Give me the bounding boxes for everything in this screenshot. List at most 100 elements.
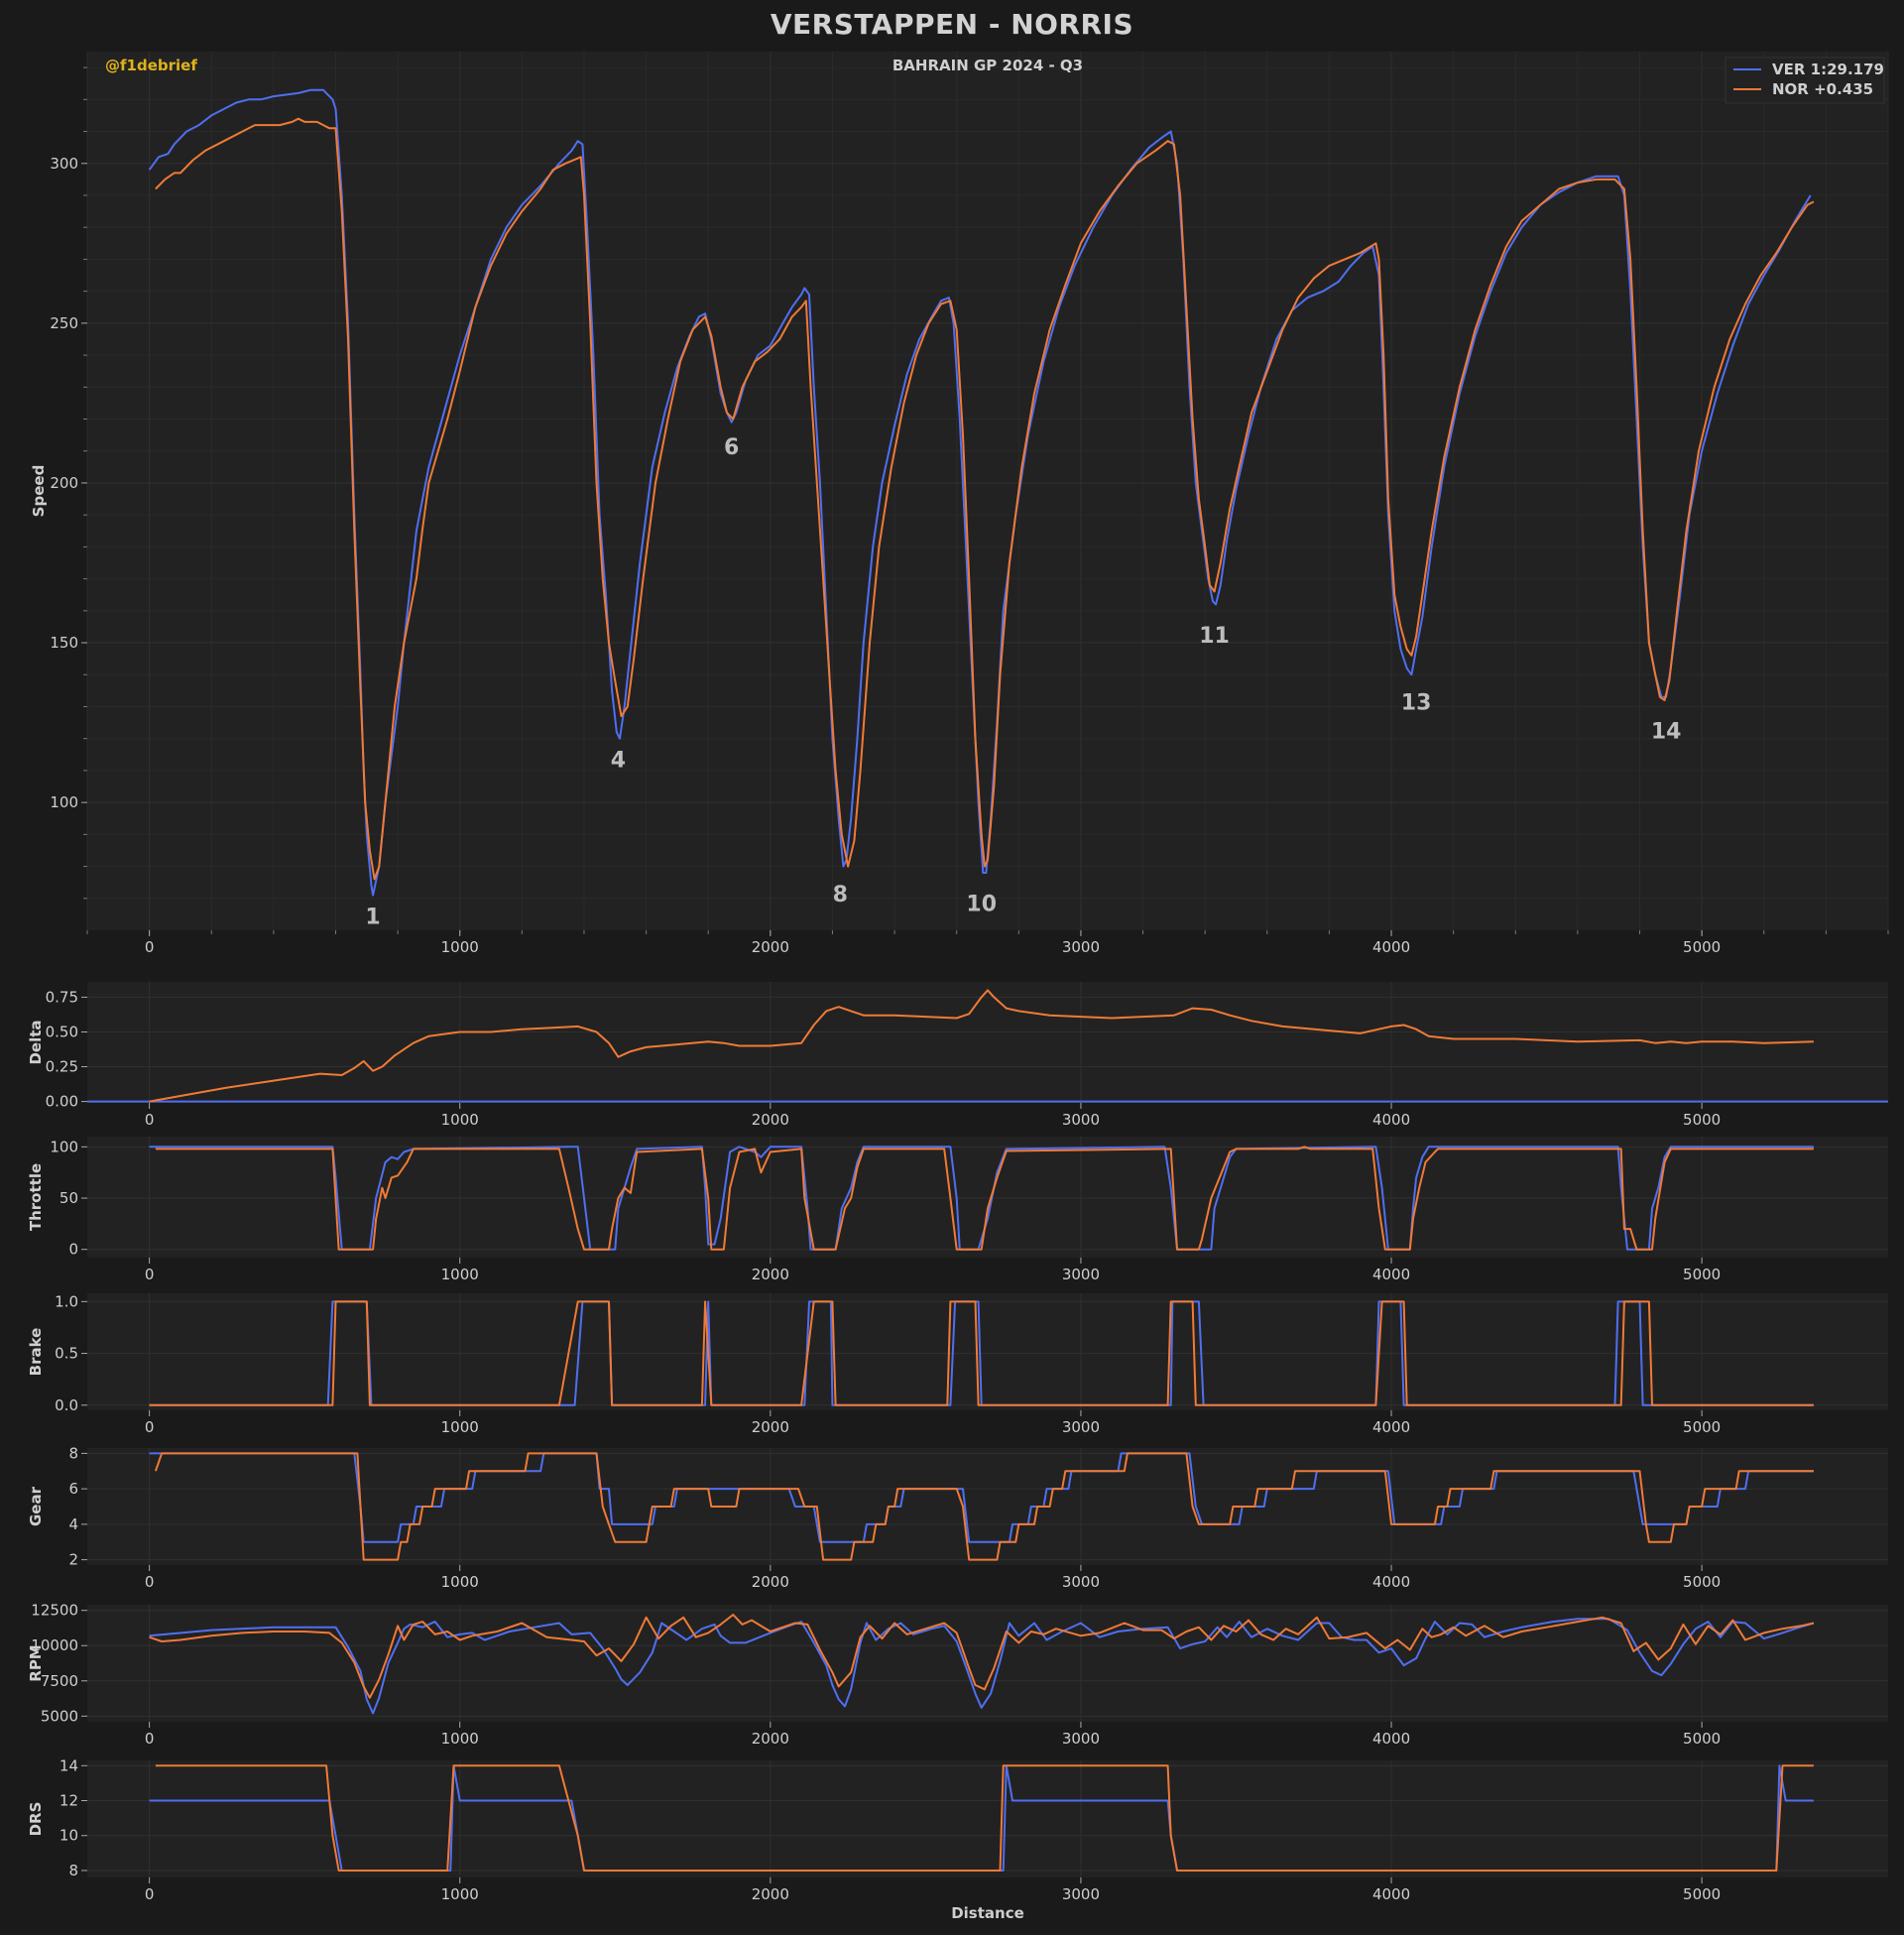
x-tick-label: 2000	[752, 1418, 789, 1436]
y-tick-label: 100	[50, 793, 78, 811]
y-tick-label: 200	[50, 474, 78, 492]
corner-label: 11	[1199, 624, 1230, 649]
x-tick-label: 2000	[752, 1573, 789, 1591]
corner-label: 14	[1651, 720, 1682, 745]
x-tick-label: 4000	[1372, 1111, 1410, 1129]
y-axis-label-gear: Gear	[27, 1486, 45, 1526]
chart-subtitle: BAHRAIN GP 2024 - Q3	[892, 57, 1083, 74]
x-tick-label: 3000	[1062, 1111, 1100, 1129]
y-tick-label: 4	[68, 1515, 78, 1533]
series-nor-gear	[154, 1452, 1814, 1561]
y-tick-label: 2	[68, 1551, 78, 1569]
series-nor-delta	[149, 989, 1814, 1103]
x-tick-label: 1000	[441, 1111, 479, 1129]
series-ver-throttle	[149, 1146, 1814, 1251]
y-tick-label: 10000	[31, 1636, 78, 1654]
x-tick-label: 2000	[752, 1266, 789, 1283]
panel-drs: 0 1000 2000 3000 4000 5000 8 10 12 14 DRS	[27, 1756, 1888, 1903]
y-tick-label: 1.0	[55, 1292, 78, 1310]
x-tick-label: 5000	[1683, 1885, 1721, 1903]
series-nor-brake	[149, 1300, 1814, 1406]
y-axis-label-rpm: RPM	[27, 1644, 45, 1681]
y-tick-label: 0.25	[46, 1058, 78, 1076]
x-tick-label: 1000	[441, 1573, 479, 1591]
x-tick-label: 5000	[1683, 1111, 1721, 1129]
y-tick-label: 6	[68, 1480, 78, 1498]
panel-speed: 0 1000 2000 3000 4000 5000 100 150 200 250 300 Spee…	[30, 52, 1889, 956]
x-tick-label: 5000	[1683, 1573, 1721, 1591]
panels: 0 1000 2000 3000 4000 5000100150200250300Spee…	[27, 52, 1889, 1903]
legend-label-ver: VER 1:29.179	[1772, 60, 1884, 78]
x-tick-label: 5000	[1683, 938, 1721, 956]
y-tick-label: 0.5	[55, 1345, 78, 1363]
legend-label-nor: NOR +0.435	[1772, 80, 1873, 98]
x-tick-label: 4000	[1372, 1573, 1410, 1591]
y-tick-label: 250	[50, 314, 78, 332]
y-tick-label: 150	[50, 634, 78, 652]
y-axis-label-throttle: Throttle	[27, 1163, 45, 1231]
series-ver-rpm	[149, 1618, 1815, 1715]
x-tick-label: 0	[145, 938, 155, 956]
x-tick-label: 2000	[752, 1111, 789, 1129]
y-tick-label: 12500	[31, 1602, 78, 1620]
y-tick-label: 8	[68, 1444, 78, 1462]
y-tick-label: 10	[60, 1827, 78, 1845]
y-tick-label: 0.0	[55, 1396, 78, 1414]
series-nor-rpm	[149, 1614, 1815, 1699]
x-tick-label: 3000	[1062, 1266, 1100, 1283]
y-tick-label: 50	[60, 1189, 78, 1207]
x-tick-label: 1000	[441, 1266, 479, 1283]
y-tick-label: 8	[68, 1862, 78, 1879]
x-tick-label: 1000	[441, 1885, 479, 1903]
x-tick-label: 2000	[752, 938, 789, 956]
y-tick-label: 7500	[41, 1672, 78, 1690]
y-tick-label: 12	[60, 1792, 78, 1810]
corner-label: 6	[724, 435, 739, 460]
x-tick-label: 4000	[1372, 938, 1410, 956]
plot-area-throttle	[87, 1137, 1888, 1258]
plot-area-brake	[87, 1293, 1888, 1410]
series-nor-drs	[155, 1764, 1814, 1872]
x-tick-label: 0	[145, 1111, 155, 1129]
corner-label: 1	[365, 906, 380, 930]
panel-delta: 0 1000 2000 3000 4000 5000 0.00 0.25 0.50 0.75Del…	[27, 982, 1888, 1129]
x-tick-label: 0	[145, 1885, 155, 1903]
x-tick-label: 4000	[1372, 1266, 1410, 1283]
panel-gear: 0 1000 2000 3000 4000 5000 2 4 6 8 Gear	[27, 1444, 1888, 1591]
series-nor-throttle	[155, 1146, 1814, 1251]
corner-label: 8	[833, 883, 848, 907]
corner-label: 13	[1401, 691, 1432, 716]
chart-title: VERSTAPPEN - NORRIS	[770, 8, 1134, 41]
y-tick-label: 0	[68, 1241, 78, 1259]
panel-throttle: 0 1000 2000 3000 4000 5000 0 50 100 Throttle	[27, 1137, 1888, 1283]
x-tick-label: 2000	[752, 1885, 789, 1903]
y-tick-label: 5000	[41, 1707, 78, 1725]
x-tick-label: 0	[145, 1266, 155, 1283]
y-tick-label: 0.75	[46, 988, 78, 1006]
plot-area-delta	[87, 982, 1888, 1103]
x-tick-label: 1000	[441, 1730, 479, 1748]
x-tick-label: 4000	[1372, 1730, 1410, 1748]
x-tick-label: 0	[145, 1573, 155, 1591]
y-axis-label-speed: Speed	[30, 465, 48, 518]
x-axis-label: Distance	[951, 1904, 1024, 1922]
x-tick-label: 4000	[1372, 1418, 1410, 1436]
x-tick-label: 3000	[1062, 1885, 1100, 1903]
corner-label: 10	[966, 893, 997, 917]
series-nor-speed	[155, 117, 1815, 881]
x-tick-label: 3000	[1062, 1730, 1100, 1748]
panel-brake: 0 1000 2000 3000 4000 5000 0.0 0.5 1.0 Brake	[27, 1292, 1888, 1436]
y-tick-label: 0.50	[46, 1023, 78, 1040]
y-axis-label-brake: Brake	[27, 1328, 45, 1377]
x-tick-label: 1000	[441, 938, 479, 956]
x-tick-label: 4000	[1372, 1885, 1410, 1903]
y-axis-label-drs: DRS	[27, 1802, 45, 1837]
x-tick-label: 3000	[1062, 1418, 1100, 1436]
y-tick-label: 0.00	[46, 1093, 78, 1111]
series-ver-speed	[148, 88, 1812, 897]
y-tick-label: 14	[60, 1756, 78, 1774]
x-tick-label: 3000	[1062, 938, 1100, 956]
x-tick-label: 5000	[1683, 1418, 1721, 1436]
legend: VER 1:29.179 NOR +0.435	[1725, 57, 1885, 104]
